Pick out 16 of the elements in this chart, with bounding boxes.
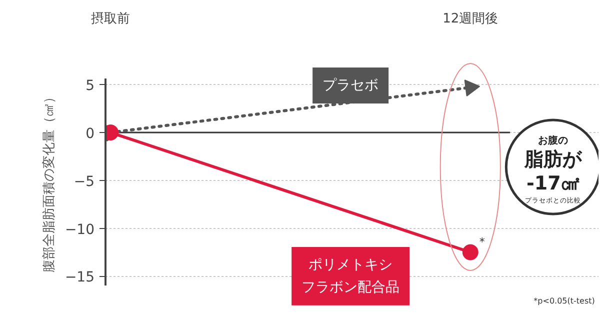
- annotation: 脂肪が: [524, 148, 583, 170]
- text: *p<0.05(t-test): [534, 296, 595, 306]
- annotation: *: [479, 235, 486, 248]
- x-tick-label: 12週間後: [442, 12, 498, 26]
- x-tick-label: 摂取前: [91, 12, 130, 26]
- annotation: お腹の: [538, 134, 568, 147]
- annotation: -17㎠: [526, 172, 580, 194]
- y-tick-label: 0: [86, 126, 95, 142]
- y-tick-label: −5: [74, 174, 95, 190]
- series-label: プラセボ: [322, 78, 379, 94]
- y-tick-label: −10: [64, 222, 94, 238]
- point: [462, 244, 478, 260]
- y-tick-label: 5: [86, 78, 95, 94]
- y-axis-title: 腹部全脂肪面積の変化量（㎠）: [40, 90, 57, 272]
- y-tick-label: −15: [64, 270, 94, 286]
- series-label: ポリメトキシフラボン配合品: [302, 257, 400, 296]
